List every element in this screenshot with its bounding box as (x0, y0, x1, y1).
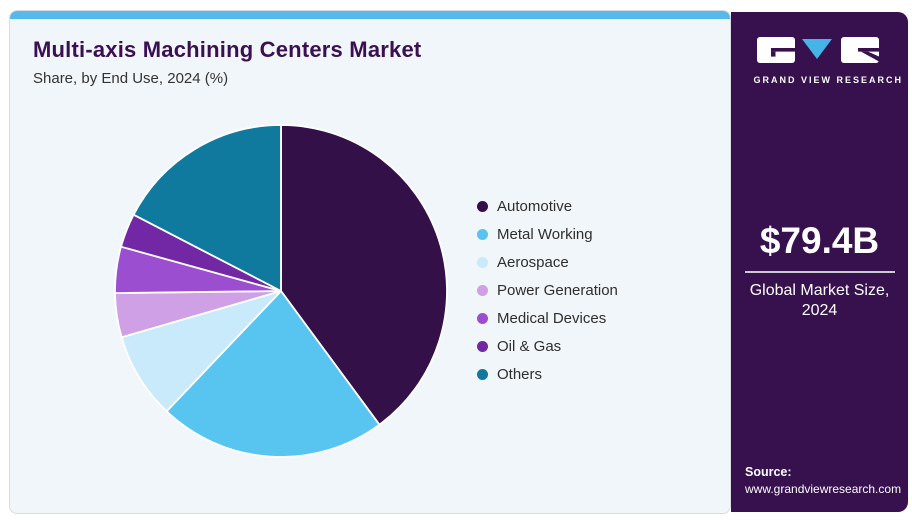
legend-item: Metal Working (477, 220, 618, 248)
legend-item: Oil & Gas (477, 332, 618, 360)
market-size-value: $79.4B (759, 220, 880, 261)
legend-swatch-icon (477, 200, 488, 212)
legend-label: Automotive (497, 197, 573, 215)
legend-label: Others (497, 365, 543, 383)
legend-swatch-icon (477, 284, 488, 296)
page-title: Multi-axis Machining Centers Market (33, 37, 422, 62)
legend-swatch-icon (477, 340, 488, 352)
legend-label: Power Generation (497, 281, 618, 299)
legend-swatch-icon (477, 228, 488, 240)
legend-label: Aerospace (497, 253, 569, 271)
market-size-label-line1: Global Market Size, (749, 282, 890, 299)
legend-item: Medical Devices (477, 304, 618, 332)
legend-item: Aerospace (477, 248, 618, 276)
legend: Automotive Metal Working Aerospace Power Ge… (477, 192, 618, 388)
market-size-block: $79.4B Global Market Size, 2024 (731, 220, 908, 321)
legend-swatch-icon (477, 312, 488, 324)
chart-card: Multi-axis Machining Centers Market Shar… (9, 10, 731, 514)
legend-item: Power Generation (477, 276, 618, 304)
source-url: www.grandviewresearch.com (745, 482, 902, 496)
page-subtitle: Share, by End Use, 2024 (%) (33, 70, 229, 87)
gvr-logo-icon (756, 37, 879, 63)
pie-slice-metal-working (165, 290, 381, 458)
chart-header: Multi-axis Machining Centers Market Shar… (10, 19, 730, 87)
pie-chart (114, 124, 448, 458)
legend-label: Oil & Gas (497, 337, 562, 355)
brand-sidebar: GRAND VIEW RESEARCH $79.4B Global Market… (731, 12, 908, 512)
legend-item: Others (477, 360, 618, 388)
pie-slice-aerospace (120, 290, 282, 413)
legend-swatch-icon (477, 256, 488, 268)
accent-bar (10, 11, 730, 19)
divider (744, 271, 895, 273)
legend-label: Metal Working (497, 225, 593, 243)
pie-slice-others (132, 124, 282, 292)
pie-chart-container (111, 121, 451, 461)
source-label: Source: (745, 465, 792, 479)
gvr-logo-text: GRAND VIEW RESEARCH (753, 75, 904, 85)
pie-slice-automotive (280, 124, 448, 426)
source-block: Source: www.grandviewresearch.com (745, 465, 901, 496)
legend-swatch-icon (477, 368, 488, 380)
market-size-label-line2: 2024 (801, 302, 838, 319)
legend-label: Medical Devices (497, 309, 607, 327)
legend-item: Automotive (477, 192, 618, 220)
gvr-logo: GRAND VIEW RESEARCH (753, 36, 904, 85)
